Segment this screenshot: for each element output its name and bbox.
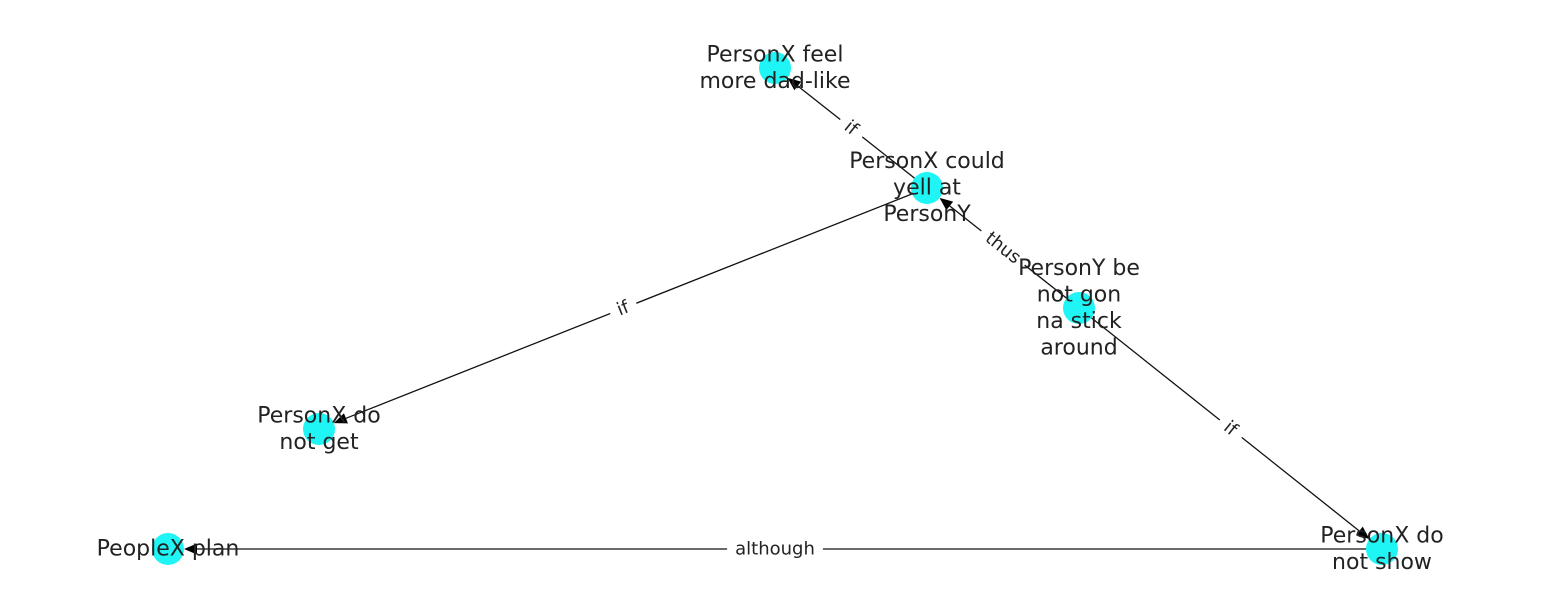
- node-label-line: around: [1040, 335, 1117, 360]
- node-label-line: yell at: [893, 176, 961, 201]
- node-label-line: not show: [1332, 550, 1432, 575]
- nodes-layer: [152, 52, 1398, 565]
- node-notget: [303, 413, 335, 445]
- arrowhead-icon: [333, 413, 348, 424]
- edge-line: [1078, 307, 1360, 532]
- edge-label-group: if: [832, 109, 870, 147]
- edge-line: [345, 187, 928, 419]
- edges-layer: [184, 77, 1382, 555]
- arrowhead-icon: [1355, 526, 1370, 540]
- node-label-notget: PersonX do not get: [257, 403, 380, 455]
- node-label-stick: PersonY be not gon na stick around: [1018, 256, 1140, 361]
- node-label-line: PersonX do: [1320, 523, 1443, 548]
- node-label-notshow: PersonX do not show: [1320, 523, 1443, 575]
- edge-stick-to-notshow: [1078, 307, 1370, 540]
- node-label-line: PeopleX plan: [97, 537, 240, 562]
- edge-label-background: [727, 536, 823, 562]
- node-label-line: not get: [279, 430, 359, 455]
- edge-label-background: [1212, 410, 1250, 448]
- node-label-line: PersonX could: [849, 149, 1005, 174]
- node-label-line: not gon: [1037, 282, 1121, 307]
- edge-label: although: [735, 539, 815, 560]
- edge-label-background: [605, 291, 641, 326]
- node-notshow: [1366, 533, 1398, 565]
- edge-label-background: [832, 109, 870, 147]
- edge-label-group: if: [1212, 410, 1250, 448]
- node-label-feel: PersonX feel more dad-like: [699, 42, 850, 94]
- node-label-line: more dad-like: [699, 69, 850, 94]
- arrowhead-icon: [939, 197, 954, 211]
- node-label-line: na stick: [1036, 309, 1122, 334]
- arrowhead-icon: [184, 543, 197, 555]
- edge-label-background: [973, 221, 1033, 275]
- node-label-line: PersonY be: [1018, 256, 1140, 281]
- node-plan: [152, 533, 184, 565]
- node-yell: [911, 172, 943, 204]
- node-feel: [759, 52, 791, 84]
- edge-label-group: although: [727, 536, 823, 562]
- arrowhead-icon: [787, 77, 802, 91]
- node-label-line: PersonX feel: [707, 42, 844, 67]
- node-label-yell: PersonX could yell at PersonY: [849, 149, 1005, 227]
- node-label-line: PersonY: [883, 202, 971, 227]
- edge-label-group: if: [605, 291, 641, 326]
- node-label-line: PersonX do: [257, 403, 380, 428]
- edge-yell-to-feel: [787, 77, 928, 189]
- node-label-plan: PeopleX plan: [97, 537, 240, 562]
- edge-line: [797, 85, 928, 189]
- node-stick: [1063, 292, 1095, 324]
- edge-yell-to-notget: [333, 187, 928, 424]
